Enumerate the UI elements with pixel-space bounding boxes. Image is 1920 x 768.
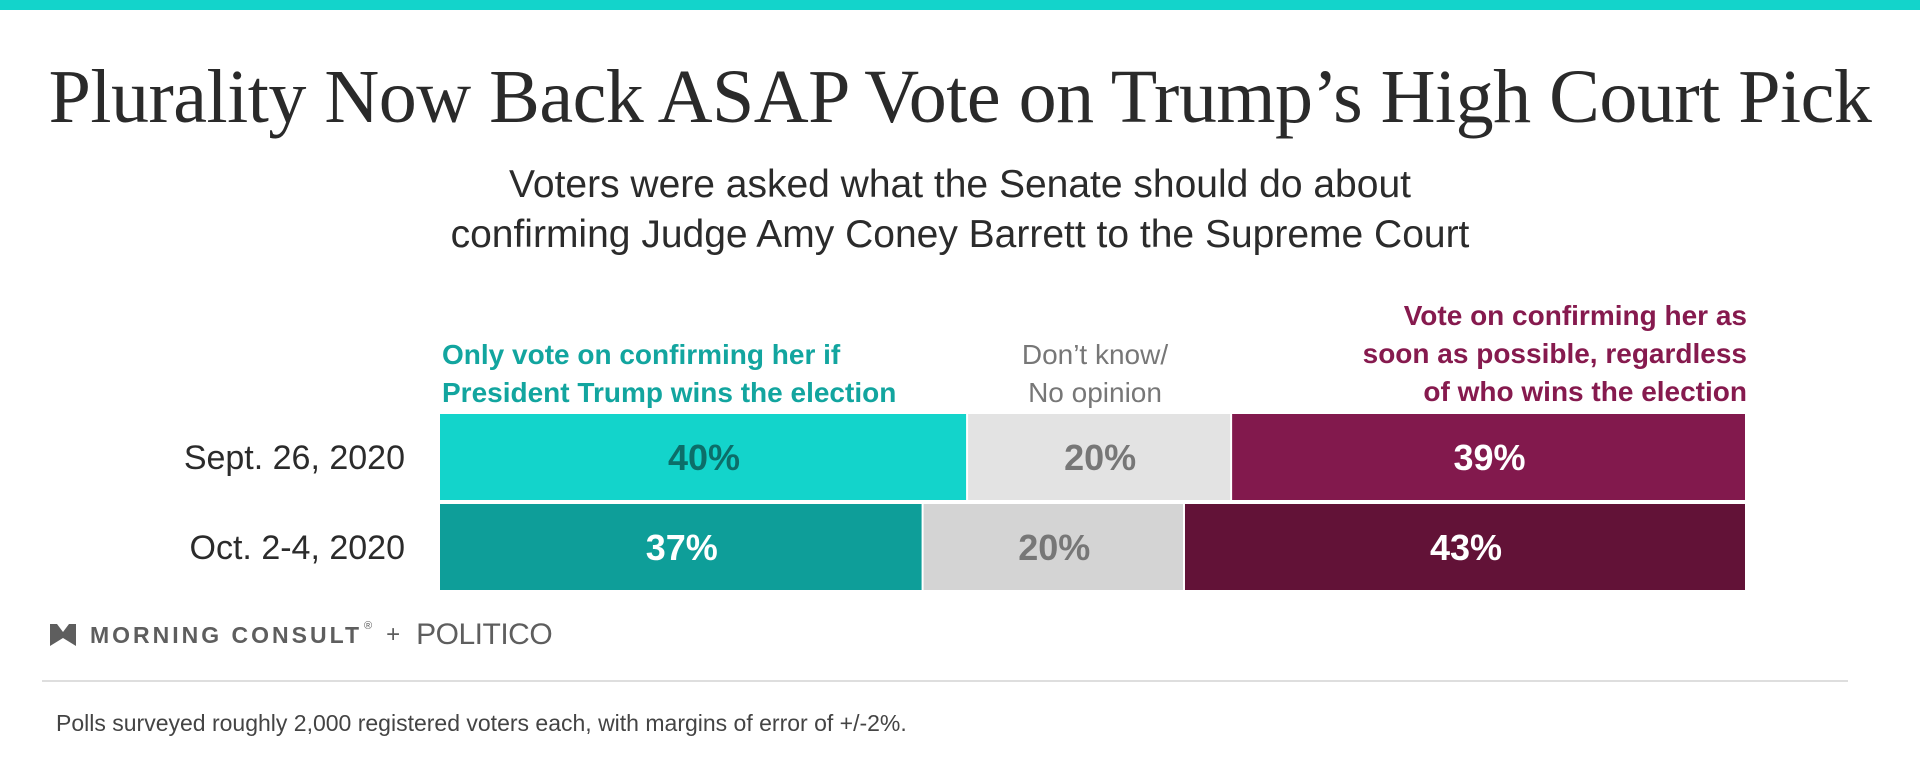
legend-left-line-2: President Trump wins the election bbox=[442, 377, 897, 408]
top-accent-bar bbox=[0, 0, 1920, 10]
morning-consult-chevron-icon bbox=[50, 624, 76, 646]
legend-mid-line-1: Don’t know/ bbox=[1021, 339, 1169, 370]
politico-logo: POLITICO bbox=[416, 618, 553, 651]
registered-mark: ® bbox=[364, 620, 373, 632]
subtitle-line-1: Voters were asked what the Senate should… bbox=[509, 163, 1411, 206]
stacked-bar-chart: Sept. 26, 2020 40% 20% 39% Oct. 2-4, 2020 37%… bbox=[184, 414, 1745, 590]
bar-segment bbox=[440, 414, 967, 500]
bar-segment bbox=[923, 504, 1183, 590]
chart-title: Plurality Now Back ASAP Vote on Trump’s … bbox=[48, 55, 1872, 139]
morning-consult-logo: MORNING CONSULT bbox=[90, 621, 363, 648]
logo-row: MORNING CONSULT ® + POLITICO bbox=[48, 615, 553, 655]
legend-left-line-1: Only vote on confirming her if bbox=[442, 339, 841, 370]
subtitle-line-2: confirming Judge Amy Coney Barrett to th… bbox=[450, 213, 1470, 256]
bar-value-label: 20% bbox=[1064, 437, 1136, 478]
footnote: Polls surveyed roughly 2,000 registered … bbox=[56, 710, 907, 736]
bar-value-label: 20% bbox=[1018, 527, 1090, 568]
row-label: Sept. 26, 2020 bbox=[184, 439, 405, 477]
row-label: Oct. 2-4, 2020 bbox=[190, 529, 405, 567]
legend-asap-vote: Vote on confirming her as soon as possib… bbox=[1150, 297, 1747, 411]
bar-value-label: 39% bbox=[1454, 437, 1526, 478]
legend-only-if-trump-wins: Only vote on confirming her if President… bbox=[442, 336, 962, 412]
bar-segment bbox=[1184, 504, 1745, 590]
legend-dont-know: Don’t know/ No opinion bbox=[960, 336, 1230, 412]
bar-segment bbox=[968, 414, 1231, 500]
bar-value-label: 43% bbox=[1430, 527, 1502, 568]
footer-divider bbox=[42, 680, 1848, 682]
bar-value-label: 37% bbox=[646, 527, 718, 568]
legend-right-line-3: of who wins the election bbox=[1423, 376, 1747, 407]
bar-value-label: 40% bbox=[668, 437, 740, 478]
legend-right-line-1: Vote on confirming her as bbox=[1403, 300, 1747, 331]
logo-plus: + bbox=[386, 621, 401, 648]
bar-segment bbox=[440, 504, 922, 590]
legend-mid-line-2: No opinion bbox=[1028, 377, 1162, 408]
chart-subtitle: Voters were asked what the Senate should… bbox=[0, 160, 1920, 260]
bar-segment bbox=[1232, 414, 1745, 500]
legend-right-line-2: soon as possible, regardless bbox=[1362, 338, 1747, 369]
